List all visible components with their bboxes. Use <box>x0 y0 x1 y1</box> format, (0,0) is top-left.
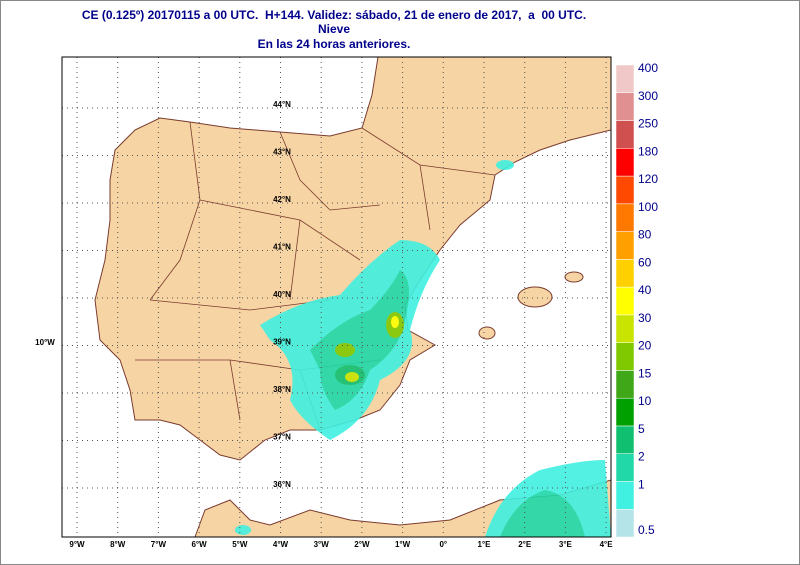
legend-label: 5 <box>638 422 645 436</box>
legend-label: 80 <box>638 228 652 242</box>
longitude-label: 1°E <box>478 540 492 549</box>
legend-swatch <box>615 286 635 316</box>
snow-9 <box>500 490 585 537</box>
legend-label: 250 <box>638 117 658 131</box>
map-frame <box>61 56 612 538</box>
snow-4 <box>345 372 359 382</box>
snow-11 <box>235 525 251 535</box>
legend-label: 100 <box>638 200 658 214</box>
variable: Nieve <box>318 22 350 36</box>
snow-2 <box>310 270 409 410</box>
axis-labels: 9°W 8°W 7°W 6°W 5°W 4°W 3°W 2°W 1°W 0° 1°E 2°E 3°E 4°… <box>69 100 613 549</box>
longitude-label: 2°W <box>354 540 370 549</box>
snow-field <box>235 160 611 537</box>
island-ibiza <box>478 326 496 340</box>
legend-label: 20 <box>638 339 652 353</box>
legend-swatch <box>615 508 635 538</box>
island-mallorca <box>517 286 553 308</box>
graticule <box>62 57 611 537</box>
legend: 0.5 1 2 5 10 15 20 30 40 60 80 100 120 180 250 300 400 <box>615 61 658 538</box>
legend-swatch <box>615 64 635 94</box>
latitude-label: 44°N <box>273 100 291 109</box>
island-menorca <box>564 271 584 283</box>
land-iberia-france <box>94 56 612 461</box>
legend-swatch <box>615 175 635 205</box>
longitude-label: 7°W <box>151 540 167 549</box>
legend-swatch <box>615 231 635 260</box>
latitude-label: 42°N <box>273 195 291 204</box>
legend-label: 30 <box>638 311 652 325</box>
longitude-label: 4°E <box>600 540 614 549</box>
legend-label: 0.5 <box>638 523 655 537</box>
latitude-label: 38°N <box>273 385 291 394</box>
longitude-label: 1°W <box>395 540 411 549</box>
legend-label: 15 <box>638 366 652 380</box>
legend-swatch <box>615 453 635 482</box>
legend-label: 300 <box>638 89 658 103</box>
longitude-label: 3°W <box>314 540 330 549</box>
period: En las 24 horas anteriores. <box>258 37 411 51</box>
latitude-label: 36°N <box>273 480 291 489</box>
legend-label: 60 <box>638 255 652 269</box>
legend-swatch <box>615 120 635 149</box>
west-edge-label: 10°W <box>35 338 55 347</box>
longitude-label: 4°W <box>273 540 289 549</box>
longitude-label: 3°E <box>559 540 573 549</box>
legend-swatch <box>615 148 635 177</box>
legend-swatch <box>615 397 635 427</box>
legend-swatch <box>615 370 635 399</box>
legend-swatch <box>615 259 635 288</box>
legend-swatch <box>615 481 635 510</box>
latitude-label: 40°N <box>273 290 291 299</box>
longitude-label: 0° <box>439 540 447 549</box>
map <box>61 56 612 538</box>
legend-label: 120 <box>638 172 658 186</box>
legend-label: 400 <box>638 61 658 75</box>
longitude-label: 2°E <box>518 540 532 549</box>
longitude-label: 5°W <box>232 540 248 549</box>
legend-label: 1 <box>638 477 645 491</box>
longitude-label: 8°W <box>110 540 126 549</box>
legend-label: 2 <box>638 450 645 464</box>
legend-swatch <box>615 92 635 121</box>
legend-label: 180 <box>638 144 658 158</box>
legend-swatch <box>615 342 635 371</box>
latitude-label: 41°N <box>273 243 291 252</box>
longitude-label: 9°W <box>69 540 85 549</box>
title: CE (0.125º) 20170115 a 00 UTC. H+144. Va… <box>82 8 586 22</box>
legend-swatch <box>615 203 635 232</box>
snow-7 <box>335 343 355 357</box>
latitude-label: 37°N <box>273 433 291 442</box>
longitude-label: 6°W <box>191 540 207 549</box>
legend-label: 40 <box>638 283 652 297</box>
legend-swatch <box>615 314 635 343</box>
latitude-label: 43°N <box>273 148 291 157</box>
snow-6 <box>391 316 399 328</box>
latitude-label: 39°N <box>273 338 291 347</box>
legend-swatch <box>615 425 635 454</box>
legend-label: 10 <box>638 394 652 408</box>
snow-10 <box>496 160 514 170</box>
